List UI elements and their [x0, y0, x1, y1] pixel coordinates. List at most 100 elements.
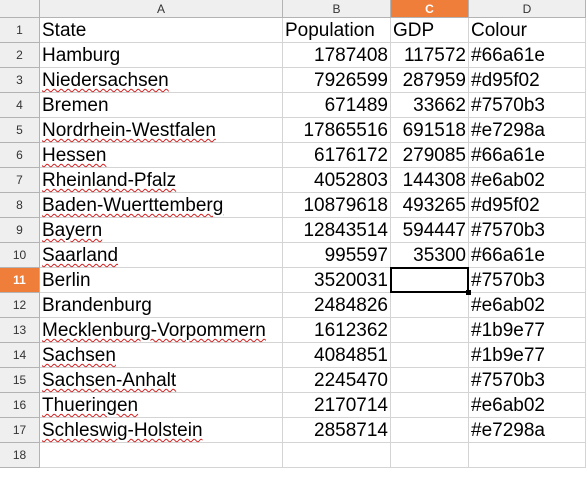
cell-population[interactable]: 2245470: [283, 368, 391, 393]
cell-population[interactable]: 671489: [283, 93, 391, 118]
cell-gdp[interactable]: 144308: [391, 168, 469, 193]
cell-gdp[interactable]: 594447: [391, 218, 469, 243]
row-header-18[interactable]: 18: [0, 443, 40, 468]
cell-colour[interactable]: #1b9e77: [469, 343, 586, 368]
cell-state[interactable]: Nordrhein-Westfalen: [40, 118, 283, 143]
cell-gdp[interactable]: 33662: [391, 93, 469, 118]
cell-population[interactable]: 7926599: [283, 68, 391, 93]
cell-colour[interactable]: #66a61e: [469, 143, 586, 168]
cell-gdp[interactable]: [391, 418, 469, 443]
row-header-16[interactable]: 16: [0, 393, 40, 418]
cell-gdp[interactable]: 117572: [391, 43, 469, 68]
row-header-10[interactable]: 10: [0, 243, 40, 268]
cell-colour[interactable]: #7570b3: [469, 368, 586, 393]
cell-population[interactable]: 3520031: [283, 268, 391, 293]
cell-population[interactable]: 6176172: [283, 143, 391, 168]
cell-population[interactable]: 995597: [283, 243, 391, 268]
cell-population[interactable]: 10879618: [283, 193, 391, 218]
cell-colour[interactable]: #66a61e: [469, 243, 586, 268]
cell-state[interactable]: Niedersachsen: [40, 68, 283, 93]
cell-population[interactable]: 2484826: [283, 293, 391, 318]
cell-state[interactable]: Hamburg: [40, 43, 283, 68]
cell-population[interactable]: 2170714: [283, 393, 391, 418]
row-header-8[interactable]: 8: [0, 193, 40, 218]
autofill-handle[interactable]: [466, 290, 471, 295]
spellcheck-flagged-text: Sachsen-Anhalt: [42, 370, 177, 391]
cell-state[interactable]: Baden-Wuerttemberg: [40, 193, 283, 218]
header-cell-colour[interactable]: Colour: [469, 18, 586, 43]
cell-population[interactable]: 4084851: [283, 343, 391, 368]
cell-colour[interactable]: #e7298a: [469, 418, 586, 443]
row-header-1[interactable]: 1: [0, 18, 40, 43]
row-header-3[interactable]: 3: [0, 68, 40, 93]
cell-colour[interactable]: #7570b3: [469, 268, 586, 293]
cell-state[interactable]: Hessen: [40, 143, 283, 168]
cell-gdp[interactable]: 35300: [391, 243, 469, 268]
cell-gdp[interactable]: 493265: [391, 193, 469, 218]
row-header-2[interactable]: 2: [0, 43, 40, 68]
column-b-header[interactable]: B: [283, 0, 391, 18]
cell-gdp[interactable]: [391, 368, 469, 393]
row-header-12[interactable]: 12: [0, 293, 40, 318]
row-header-5[interactable]: 5: [0, 118, 40, 143]
cell-colour[interactable]: #d95f02: [469, 68, 586, 93]
cell-state[interactable]: Mecklenburg-Vorpommern: [40, 318, 283, 343]
row-header-14[interactable]: 14: [0, 343, 40, 368]
column-d-header[interactable]: D: [469, 0, 586, 18]
spellcheck-flagged-text: Bayern: [42, 220, 103, 241]
cell-gdp[interactable]: [391, 393, 469, 418]
cell-gdp[interactable]: 287959: [391, 68, 469, 93]
row-header-9[interactable]: 9: [0, 218, 40, 243]
cell-colour[interactable]: #d95f02: [469, 193, 586, 218]
spellcheck-flagged-text: Mecklenburg-Vorpommern: [42, 320, 266, 341]
cell-gdp[interactable]: [391, 318, 469, 343]
cell-state[interactable]: Bayern: [40, 218, 283, 243]
cell-population[interactable]: 1612362: [283, 318, 391, 343]
cell-population[interactable]: 12843514: [283, 218, 391, 243]
row-header-17[interactable]: 17: [0, 418, 40, 443]
cell-population[interactable]: 1787408: [283, 43, 391, 68]
cell-colour[interactable]: #7570b3: [469, 93, 586, 118]
cell-state[interactable]: Bremen: [40, 93, 283, 118]
cell-population[interactable]: 2858714: [283, 418, 391, 443]
row-header-4[interactable]: 4: [0, 93, 40, 118]
cell-state[interactable]: [40, 443, 283, 468]
select-all-corner[interactable]: [0, 0, 40, 18]
cell-colour[interactable]: #e6ab02: [469, 168, 586, 193]
cell-colour[interactable]: #e7298a: [469, 118, 586, 143]
cell-gdp[interactable]: [391, 268, 469, 293]
cell-state[interactable]: Schleswig-Holstein: [40, 418, 283, 443]
row-header-11[interactable]: 11: [0, 268, 40, 293]
row-header-7[interactable]: 7: [0, 168, 40, 193]
row-header-6[interactable]: 6: [0, 143, 40, 168]
cell-colour[interactable]: #e6ab02: [469, 393, 586, 418]
cell-state[interactable]: Saarland: [40, 243, 283, 268]
cell-population[interactable]: 4052803: [283, 168, 391, 193]
cell-colour[interactable]: #e6ab02: [469, 293, 586, 318]
header-cell-state[interactable]: State: [40, 18, 283, 43]
cell-colour[interactable]: #7570b3: [469, 218, 586, 243]
cell-state[interactable]: Rheinland-Pfalz: [40, 168, 283, 193]
cell-state[interactable]: Sachsen-Anhalt: [40, 368, 283, 393]
cell-gdp[interactable]: 279085: [391, 143, 469, 168]
cell-gdp[interactable]: 691518: [391, 118, 469, 143]
cell-colour[interactable]: #1b9e77: [469, 318, 586, 343]
cell-state[interactable]: Sachsen: [40, 343, 283, 368]
cell-state[interactable]: Thueringen: [40, 393, 283, 418]
cell-gdp[interactable]: [391, 343, 469, 368]
cell-colour[interactable]: #66a61e: [469, 43, 586, 68]
header-cell-population[interactable]: Population: [283, 18, 391, 43]
cell-population[interactable]: [283, 443, 391, 468]
row-header-13[interactable]: 13: [0, 318, 40, 343]
header-cell-gdp[interactable]: GDP: [391, 18, 469, 43]
cell-state[interactable]: Berlin: [40, 268, 283, 293]
column-c-header[interactable]: C: [391, 0, 469, 18]
cell-colour[interactable]: [469, 443, 586, 468]
cell-population[interactable]: 17865516: [283, 118, 391, 143]
cell-state[interactable]: Brandenburg: [40, 293, 283, 318]
column-a-header[interactable]: A: [40, 0, 283, 18]
row-header-15[interactable]: 15: [0, 368, 40, 393]
cell-gdp[interactable]: [391, 293, 469, 318]
cell-gdp[interactable]: [391, 443, 469, 468]
